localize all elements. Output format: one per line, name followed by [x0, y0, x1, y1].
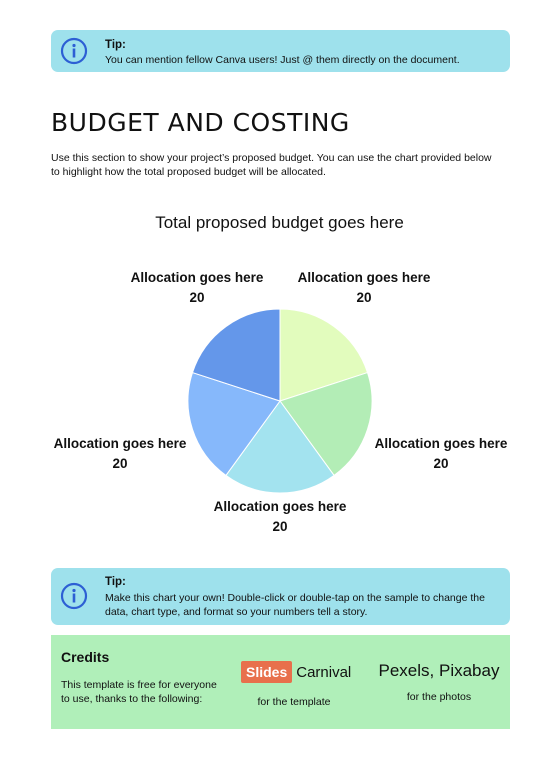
pie-slice-4[interactable]	[187, 371, 281, 477]
info-icon	[60, 37, 88, 65]
tip-title: Tip:	[105, 39, 126, 51]
pie-slice-2[interactable]	[279, 371, 373, 477]
credits-title: Credits	[61, 649, 110, 665]
slice-label-4-value: 20	[112, 456, 128, 471]
slice-label-4: Allocation goes here 20	[51, 434, 189, 474]
pie-slice-1[interactable]	[279, 308, 369, 402]
slice-label-2-value: 20	[433, 456, 449, 471]
slidescarnival-logo[interactable]: Slides Carnival	[241, 659, 351, 685]
tip-box-bottom: Tip: Make this chart your own! Double-cl…	[51, 568, 510, 625]
slidescarnival-caption: for the template	[257, 696, 331, 708]
tip-text: Make this chart your own! Double-click o…	[105, 592, 485, 618]
pie-slice-3[interactable]	[225, 400, 335, 494]
tip-box-top: Tip: You can mention fellow Canva users!…	[51, 30, 510, 72]
slice-label-1-value: 20	[356, 290, 372, 305]
slice-label-1: Allocation goes here 20	[295, 268, 433, 308]
pie-slice-5[interactable]	[191, 308, 281, 402]
slice-label-5: Allocation goes here 20	[128, 268, 266, 308]
tip-text: You can mention fellow Canva users! Just…	[105, 54, 460, 66]
slice-label-3-value: 20	[272, 519, 288, 534]
chart-title: Total proposed budget goes here	[155, 213, 404, 232]
tip-title: Tip:	[105, 576, 126, 588]
slice-label-2: Allocation goes here 20	[372, 434, 510, 474]
slice-label-5-name: Allocation goes here	[130, 270, 264, 285]
credits-box: Credits This template is free for everyo…	[51, 635, 510, 729]
photos-source[interactable]: Pexels, Pixabay	[378, 661, 500, 680]
intro-paragraph: Use this section to show your project’s …	[51, 152, 492, 178]
slidescarnival-logo-carnival: Carnival	[296, 663, 352, 681]
slice-label-3: Allocation goes here 20	[211, 497, 349, 537]
slice-label-5-value: 20	[189, 290, 205, 305]
slice-label-2-name: Allocation goes here	[374, 436, 508, 451]
slice-label-1-name: Allocation goes here	[297, 270, 431, 285]
slice-label-4-name: Allocation goes here	[53, 436, 187, 451]
slidescarnival-logo-slides: Slides	[241, 661, 293, 683]
photos-caption: for the photos	[406, 691, 472, 703]
credits-text: This template is free for everyone to us…	[61, 679, 217, 705]
pie-chart[interactable]	[0, 0, 559, 560]
slice-label-3-name: Allocation goes here	[213, 499, 347, 514]
info-icon	[60, 582, 88, 610]
page-title: BUDGET AND COSTING	[51, 108, 350, 137]
